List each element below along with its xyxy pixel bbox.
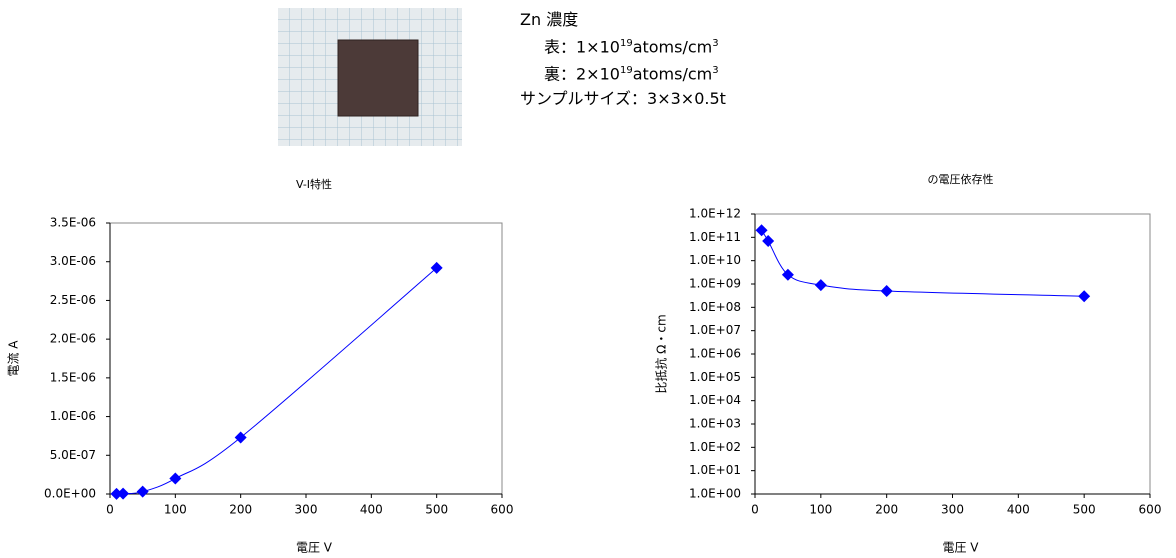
- plot-area: [109, 222, 503, 495]
- y-tick-label: 1.0E-06: [50, 409, 96, 423]
- sample-chip: [337, 39, 419, 117]
- y-tick-label: 1.5E-06: [50, 370, 96, 384]
- x-tick-label: 600: [491, 503, 514, 517]
- y-tick-label: 1.0E+09: [689, 277, 741, 291]
- y-axis-label: 電流 A: [7, 340, 21, 377]
- y-tick-label: 5.0E-07: [50, 448, 96, 462]
- data-point: [136, 485, 149, 498]
- y-tick-label: 1.0E+04: [689, 393, 741, 407]
- x-tick-label: 300: [295, 503, 318, 517]
- data-point: [117, 487, 130, 500]
- text: 裏：2×10: [544, 64, 620, 84]
- data-point: [880, 285, 893, 298]
- heading: Zn 濃度: [520, 10, 579, 29]
- y-tick-label: 1.0E+08: [689, 300, 741, 314]
- y-tick-label: 1.0E+10: [689, 253, 741, 267]
- data-point: [169, 472, 182, 485]
- y-tick-label: 1.0E+03: [689, 417, 741, 431]
- data-point: [1078, 290, 1091, 303]
- x-tick-label: 400: [1007, 503, 1030, 517]
- y-tick-label: 2.0E-06: [50, 332, 96, 346]
- x-tick-label: 0: [751, 503, 759, 517]
- data-point: [781, 268, 794, 281]
- x-tick-label: 500: [425, 503, 448, 517]
- y-tick-label: 2.5E-06: [50, 293, 96, 307]
- y-tick-label: 1.0E+01: [689, 463, 741, 477]
- y-tick-label: 3.0E-06: [50, 254, 96, 268]
- x-tick-label: 100: [164, 503, 187, 517]
- y-tick-label: 1.0E+02: [689, 440, 741, 454]
- text: 3: [712, 38, 719, 49]
- text: 表：1×10: [544, 37, 620, 57]
- y-tick-label: 1.0E+06: [689, 347, 741, 361]
- y-axis-label: 比抵抗 Ω・cm: [654, 314, 669, 393]
- data-point: [110, 487, 123, 500]
- x-tick-label: 500: [1073, 503, 1096, 517]
- text: 19: [619, 38, 633, 49]
- y-tick-label: 1.0E+00: [689, 487, 741, 501]
- chart-title: の電圧依存性: [928, 172, 994, 186]
- x-axis-label: 電圧 V: [942, 541, 979, 555]
- data-point: [762, 234, 775, 247]
- y-tick-label: 1.0E+12: [689, 207, 741, 221]
- text: 3: [712, 65, 719, 77]
- x-tick-label: 200: [229, 503, 252, 517]
- data-point: [234, 431, 247, 444]
- series-line: [116, 267, 437, 495]
- y-tick-label: 3.5E-06: [50, 216, 96, 230]
- y-tick-label: 0.0E+00: [44, 487, 96, 501]
- x-tick-label: 0: [106, 503, 114, 517]
- y-tick-label: 1.0E+11: [689, 230, 741, 244]
- back-conc: 裏：2×1019atoms/cm3: [520, 59, 726, 86]
- data-point: [814, 279, 827, 292]
- y-tick-label: 1.0E+07: [689, 323, 741, 337]
- sample-photo: [278, 8, 462, 146]
- series-line: [761, 230, 1085, 297]
- chart-title: V-I特性: [296, 177, 332, 191]
- x-tick-label: 400: [360, 503, 383, 517]
- text: 19: [619, 65, 633, 77]
- sample-size: サンプルサイズ：3×3×0.5t: [520, 88, 726, 108]
- x-tick-label: 300: [941, 503, 964, 517]
- x-tick-label: 200: [875, 503, 898, 517]
- plot-area: [754, 213, 1151, 495]
- data-point: [755, 224, 768, 237]
- data-point: [430, 261, 443, 274]
- x-tick-label: 600: [1139, 503, 1162, 517]
- x-axis-label: 電圧 V: [296, 541, 333, 555]
- sample-info: Zn 濃度 表：1×1019atoms/cm3 裏：2×1019atoms/cm…: [520, 8, 726, 111]
- text: atoms/cm: [632, 64, 713, 84]
- text: atoms/cm: [632, 37, 713, 57]
- y-tick-label: 1.0E+05: [689, 370, 741, 384]
- x-tick-label: 100: [809, 503, 832, 517]
- front-conc: 表：1×1019atoms/cm3: [520, 32, 726, 59]
